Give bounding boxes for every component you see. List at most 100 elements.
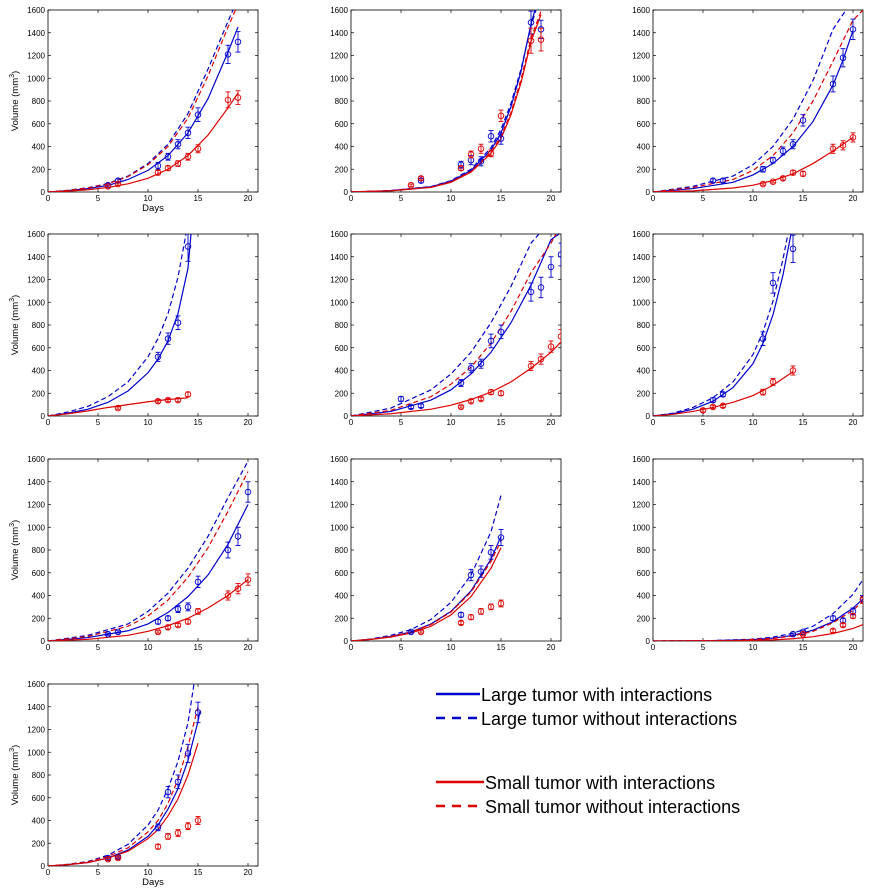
marker bbox=[497, 112, 505, 120]
series-line-small-with-interactions bbox=[48, 742, 199, 866]
data-point-small bbox=[467, 613, 475, 621]
marker bbox=[799, 170, 807, 178]
data-point-large bbox=[477, 358, 485, 369]
data-point-large bbox=[224, 541, 232, 559]
data-point-large bbox=[497, 132, 505, 145]
x-tick-label: 0 bbox=[349, 418, 354, 427]
data-point-large bbox=[417, 402, 425, 410]
series-line-large-with-interactions bbox=[351, 234, 560, 416]
x-tick-label: 15 bbox=[194, 868, 203, 877]
data-point-small bbox=[497, 390, 505, 397]
marker bbox=[839, 54, 847, 62]
y-tick-label: 1400 bbox=[27, 29, 45, 38]
data-point-small bbox=[537, 353, 545, 365]
data-point-large bbox=[174, 315, 182, 330]
data-point-small bbox=[799, 630, 807, 638]
y-tick-label: 400 bbox=[335, 143, 349, 152]
data-point-large bbox=[719, 391, 727, 398]
data-point-large bbox=[194, 575, 202, 588]
x-tick-label: 20 bbox=[244, 418, 253, 427]
marker bbox=[859, 596, 863, 604]
data-point-large bbox=[164, 615, 172, 622]
data-point-small bbox=[164, 164, 172, 172]
y-tick-label: 400 bbox=[637, 592, 651, 601]
y-tick-label: 200 bbox=[335, 389, 349, 398]
marker bbox=[114, 854, 122, 862]
data-point-large bbox=[174, 139, 182, 150]
marker bbox=[154, 628, 162, 636]
y-axis-label-superscript: 3 bbox=[9, 298, 16, 302]
marker bbox=[164, 153, 172, 160]
data-point-small bbox=[477, 395, 485, 403]
data-point-small bbox=[417, 628, 425, 636]
x-tick-label: 0 bbox=[46, 643, 51, 652]
marker bbox=[497, 135, 505, 142]
plot-area bbox=[351, 10, 545, 192]
data-point-small bbox=[849, 132, 857, 143]
y-tick-label: 1200 bbox=[27, 501, 45, 510]
x-tick-label: 5 bbox=[96, 194, 101, 203]
marker bbox=[174, 160, 182, 167]
y-tick-label: 0 bbox=[41, 862, 46, 871]
x-tick-label: 10 bbox=[749, 418, 758, 427]
data-point-small bbox=[497, 599, 505, 608]
y-tick-label: 1200 bbox=[27, 726, 45, 735]
plot-area bbox=[653, 579, 863, 641]
data-point-large bbox=[769, 156, 777, 164]
marker bbox=[557, 333, 561, 340]
y-tick-label: 1400 bbox=[27, 253, 45, 262]
y-tick-label: 1000 bbox=[27, 298, 45, 307]
marker bbox=[164, 164, 172, 172]
x-tick-label: 10 bbox=[144, 868, 153, 877]
marker bbox=[487, 337, 495, 345]
plot-area bbox=[48, 460, 252, 641]
marker bbox=[477, 568, 485, 575]
marker bbox=[709, 396, 717, 404]
marker bbox=[224, 96, 232, 104]
x-tick-label: 0 bbox=[46, 194, 51, 203]
marker bbox=[849, 26, 857, 33]
data-point-small bbox=[154, 397, 162, 405]
x-axis-label: Days bbox=[142, 203, 164, 214]
y-tick-label: 1400 bbox=[330, 478, 348, 487]
y-tick-label: 600 bbox=[637, 120, 651, 129]
data-point-small bbox=[174, 621, 182, 629]
marker bbox=[174, 829, 182, 837]
marker bbox=[527, 362, 535, 370]
y-tick-label: 1000 bbox=[330, 74, 348, 83]
axes-box bbox=[350, 233, 562, 417]
y-tick-label: 800 bbox=[335, 546, 349, 555]
marker bbox=[527, 37, 535, 44]
marker bbox=[829, 615, 837, 622]
data-point-large bbox=[829, 615, 837, 622]
series-line-large-with-interactions bbox=[653, 598, 863, 641]
y-tick-label: 1000 bbox=[27, 74, 45, 83]
y-tick-label: 0 bbox=[41, 188, 46, 197]
marker bbox=[709, 403, 717, 411]
y-tick-label: 1600 bbox=[27, 455, 45, 464]
y-tick-label: 1000 bbox=[632, 298, 650, 307]
marker bbox=[224, 592, 232, 599]
marker bbox=[194, 709, 202, 716]
data-point-large bbox=[759, 165, 767, 173]
x-tick-label: 10 bbox=[447, 643, 456, 652]
marker bbox=[709, 177, 717, 184]
marker bbox=[154, 618, 162, 625]
series-line-large-without-interactions bbox=[653, 579, 863, 641]
x-tick-label: 0 bbox=[651, 643, 656, 652]
axes-box bbox=[47, 458, 259, 642]
series-line-large-without-interactions bbox=[653, 10, 847, 192]
y-tick-label: 0 bbox=[41, 412, 46, 421]
y-tick-label: 400 bbox=[335, 592, 349, 601]
marker bbox=[104, 183, 112, 190]
data-point-small bbox=[759, 388, 767, 396]
data-point-large bbox=[547, 256, 555, 278]
data-point-large bbox=[759, 331, 767, 346]
x-tick-label: 15 bbox=[194, 643, 203, 652]
marker bbox=[789, 140, 797, 148]
plot-area bbox=[48, 10, 242, 192]
marker bbox=[174, 605, 182, 613]
legend-label-small-without: Small tumor without interactions bbox=[485, 797, 740, 817]
